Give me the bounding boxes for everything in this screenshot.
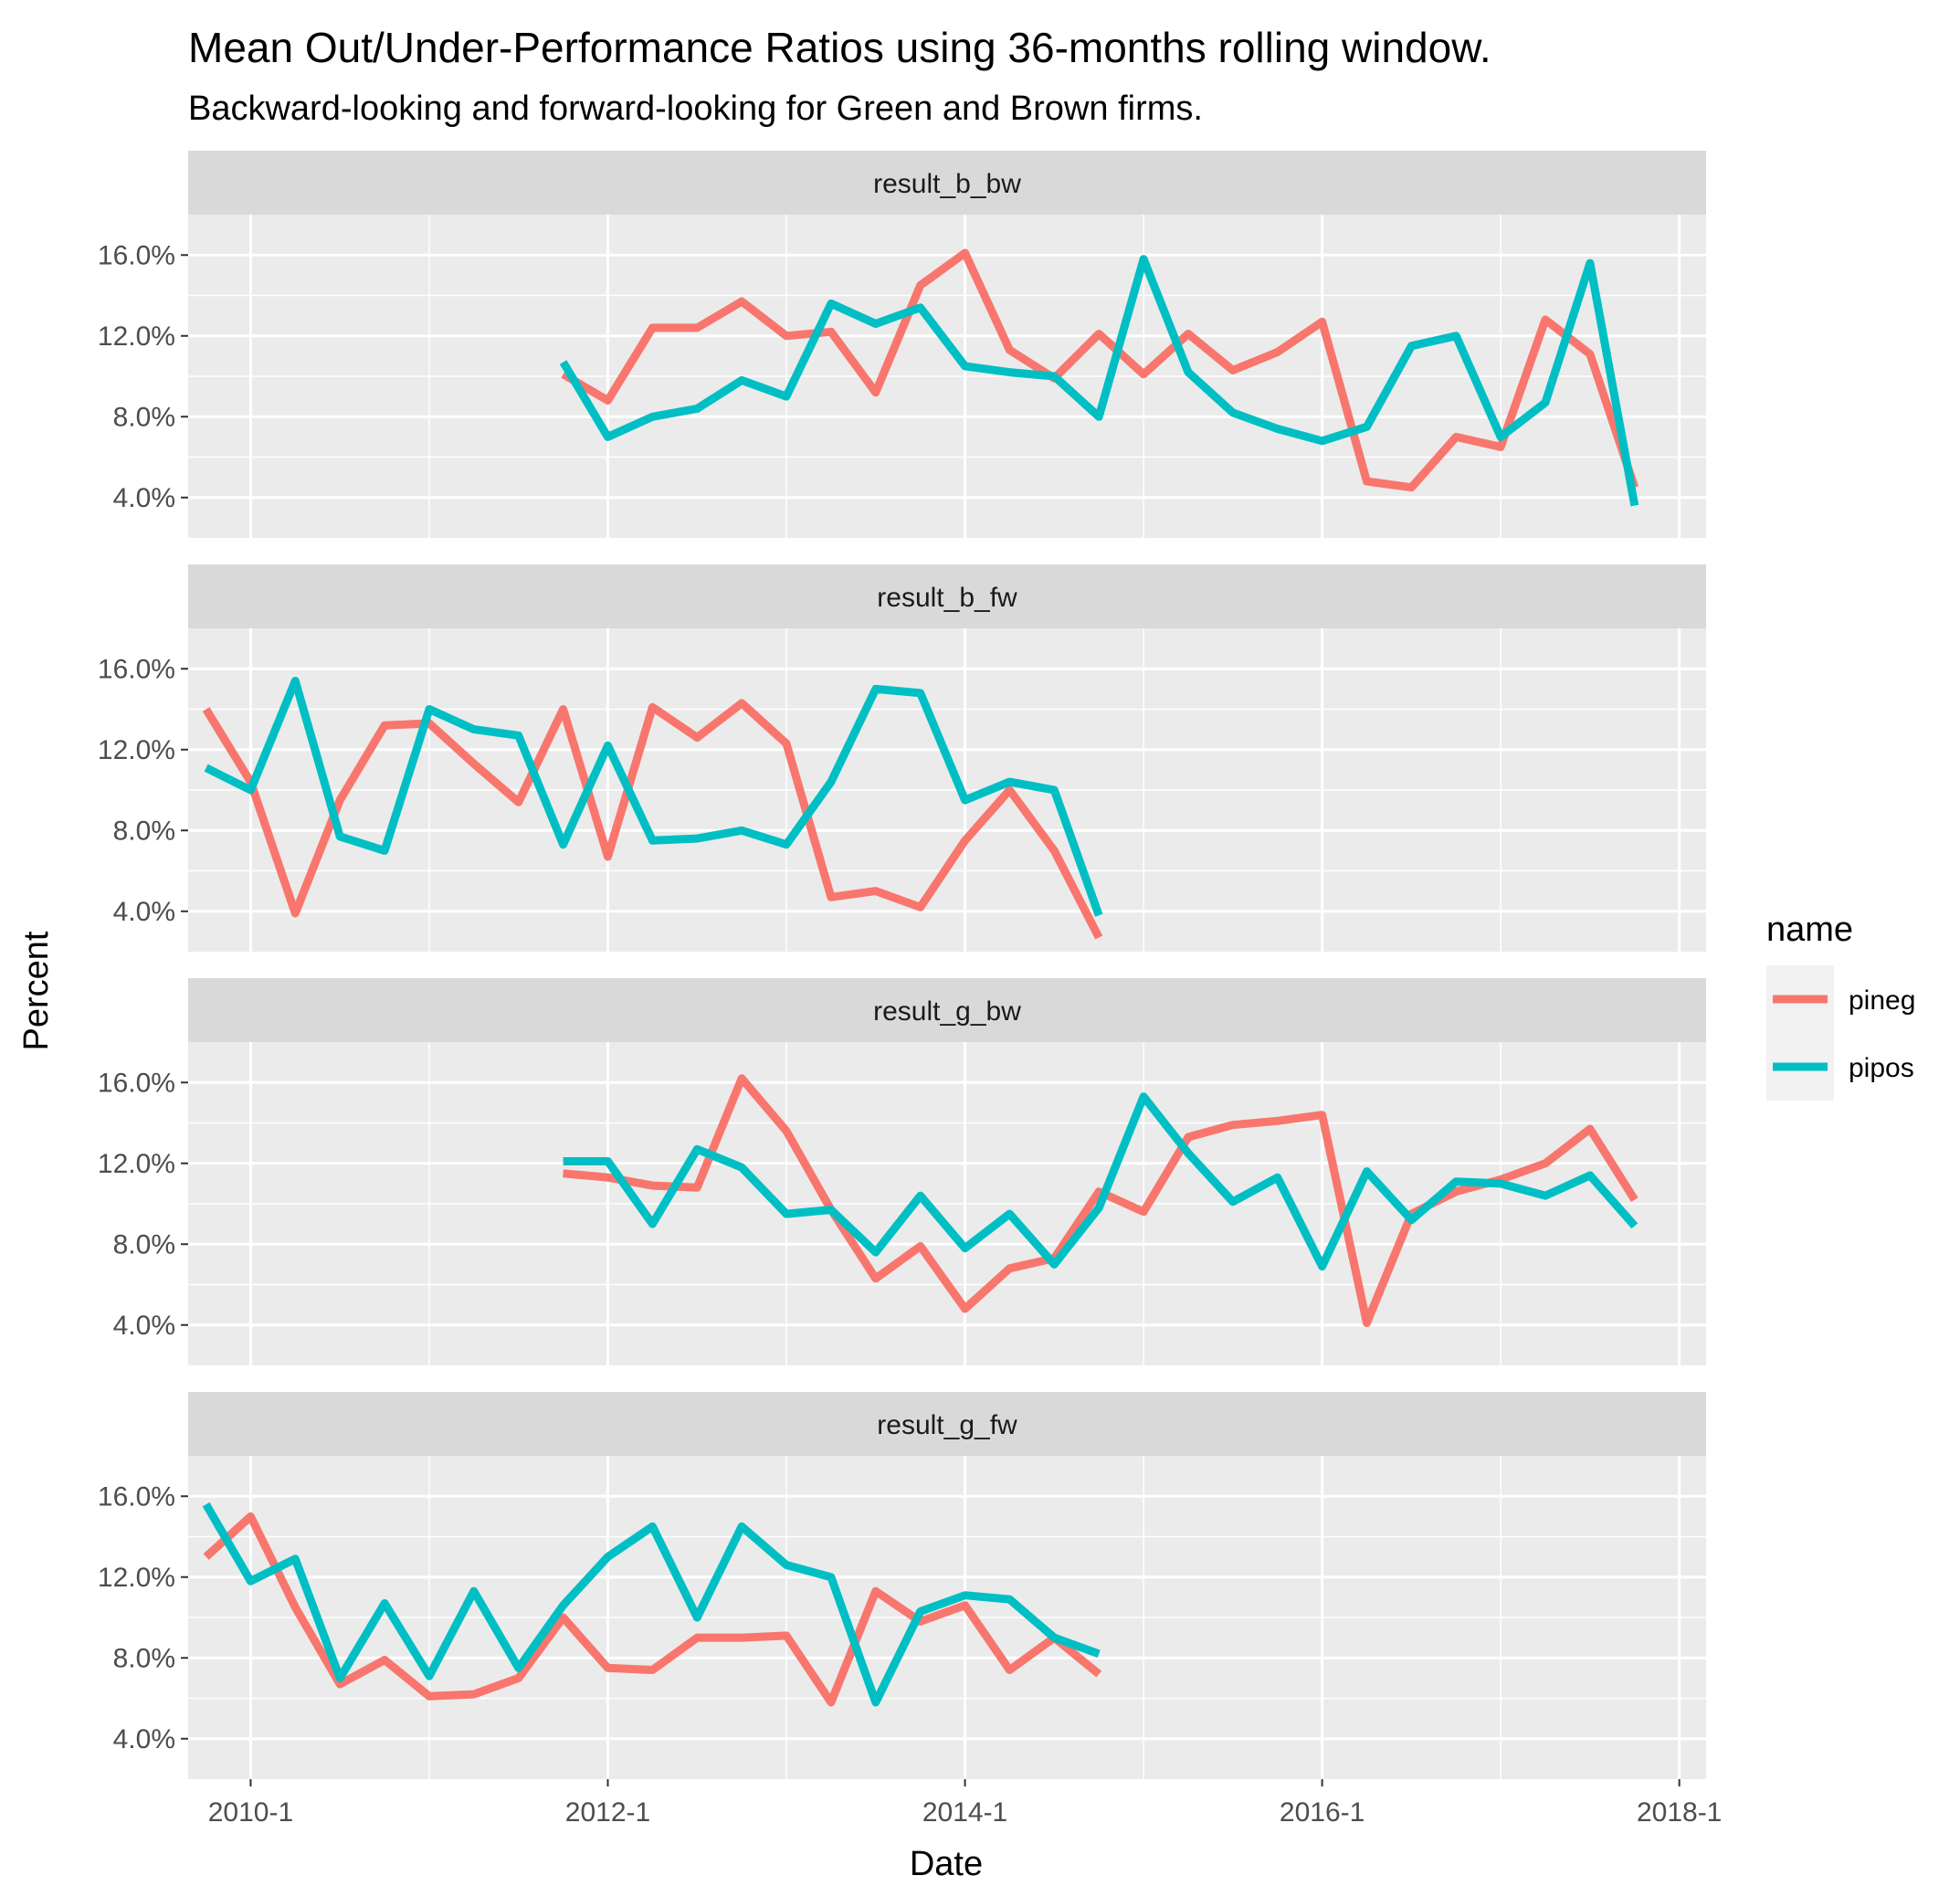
x-tick-label: 2014-1 [922,1797,1007,1828]
facet-label: result_g_fw [877,1410,1017,1440]
series-line-pineg [203,1512,1102,1707]
series-line-pineg [563,1074,1639,1327]
series-line-pipos [204,677,1103,917]
y-tick-label: 8.0% [113,402,175,432]
x-tick-label: 2010-1 [208,1797,293,1828]
y-tick-label: 12.0% [98,735,175,765]
series-line-pipos [563,1092,1639,1271]
x-axis-title: Date [910,1845,983,1883]
y-tick-label: 4.0% [113,897,175,927]
y-tick-label: 4.0% [113,1311,175,1341]
series-line-pipos [202,1501,1101,1707]
legend: name pineg pipos [1766,911,1915,1101]
series-line-pineg [202,699,1103,940]
y-tick-label: 16.0% [98,654,175,684]
y-tick-label: 16.0% [98,240,175,270]
panel-result_g_fw: result_g_fw 4.0% 8.0% 12.0% 16.0% [98,1392,1706,1779]
y-tick-label: 16.0% [98,1068,175,1098]
facet-label: result_g_bw [873,996,1021,1027]
y-tick-label: 12.0% [98,1149,175,1179]
legend-entry-pineg: pineg [1766,965,1915,1033]
y-tick-label: 8.0% [113,1643,175,1673]
y-tick-label: 16.0% [98,1481,175,1512]
x-axis: 2010-1 2012-1 2014-1 2016-1 2018-1 [208,1779,1722,1828]
y-tick-label: 4.0% [113,1724,175,1754]
chart-title: Mean Out/Under-Performance Ratios using … [188,24,1491,71]
panel-result_b_bw: result_b_bw 4.0% 8.0% 12.0% 16.0% [98,151,1706,538]
legend-label: pineg [1849,985,1915,1016]
y-axis-title: Percent [17,931,56,1050]
x-tick-label: 2016-1 [1280,1797,1365,1828]
panel-result_b_fw: result_b_fw 4.0% 8.0% 12.0% 16.0% [98,564,1706,952]
x-tick-label: 2012-1 [565,1797,650,1828]
y-tick-label: 12.0% [98,1563,175,1593]
facet-strip [188,1392,1706,1456]
chart-subtitle: Backward-looking and forward-looking for… [188,90,1203,128]
facet-panels: result_b_bw4.0%8.0%12.0%16.0%result_b_fw… [98,151,1706,1779]
legend-title: name [1766,911,1853,949]
panel-result_g_bw: result_g_bw 4.0% 8.0% 12.0% 16.0% [98,978,1706,1365]
facet-label: result_b_fw [877,583,1017,613]
y-tick-label: 12.0% [98,321,175,352]
facet-strip [188,151,1706,215]
series-line-pipos [559,255,1639,507]
series-line-pineg [561,248,1639,492]
facet-label: result_b_bw [873,169,1021,199]
legend-entry-pipos: pipos [1766,1033,1914,1101]
facet-strip [188,564,1706,628]
y-tick-label: 8.0% [113,816,175,846]
legend-label: pipos [1849,1053,1914,1083]
y-tick-label: 4.0% [113,483,175,513]
x-tick-label: 2018-1 [1637,1797,1722,1828]
y-tick-label: 8.0% [113,1229,175,1259]
facet-strip [188,978,1706,1042]
